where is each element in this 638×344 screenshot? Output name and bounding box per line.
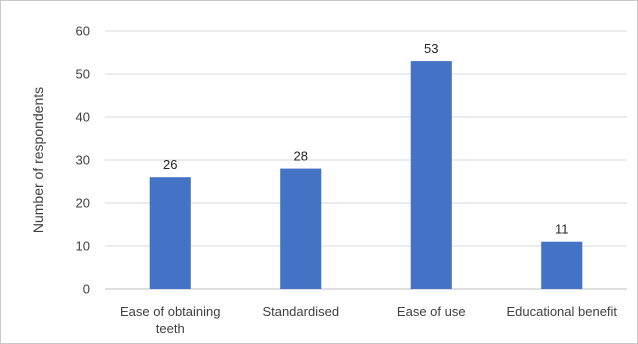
y-tick-label: 50	[76, 67, 90, 82]
bar	[541, 241, 583, 289]
data-label: 53	[424, 41, 438, 56]
category-label-line: Ease of obtaining	[120, 304, 220, 319]
y-tick-label: 0	[83, 282, 90, 297]
y-axis-ticks: 0 10 20 30 40 50 60	[76, 24, 90, 297]
category-label-line: teeth	[156, 321, 185, 336]
y-tick-label: 20	[76, 196, 90, 211]
data-label: 11	[555, 222, 569, 237]
y-axis-title: Number of respondents	[30, 87, 46, 233]
y-tick-label: 30	[76, 153, 90, 168]
category-label: Standardised	[262, 304, 339, 319]
data-labels: 26 28 53 11	[163, 41, 568, 237]
bar	[410, 61, 452, 289]
category-label-line: Educational benefit	[506, 304, 617, 319]
category-label-line: Standardised	[262, 304, 339, 319]
y-tick-label: 40	[76, 110, 90, 125]
y-tick-label: 60	[76, 24, 90, 39]
bar	[280, 168, 322, 289]
data-label: 26	[163, 157, 177, 172]
data-label: 28	[294, 149, 308, 164]
gridlines	[105, 30, 627, 290]
bars	[149, 61, 583, 289]
x-axis-categories: Ease of obtaining teeth Standardised Ease o…	[120, 304, 617, 336]
y-tick-label: 10	[76, 239, 90, 254]
category-label: Educational benefit	[506, 304, 617, 319]
category-label-line: Ease of use	[397, 304, 466, 319]
bar	[149, 177, 191, 289]
category-label: Ease of obtaining teeth	[120, 304, 220, 336]
category-label: Ease of use	[397, 304, 466, 319]
